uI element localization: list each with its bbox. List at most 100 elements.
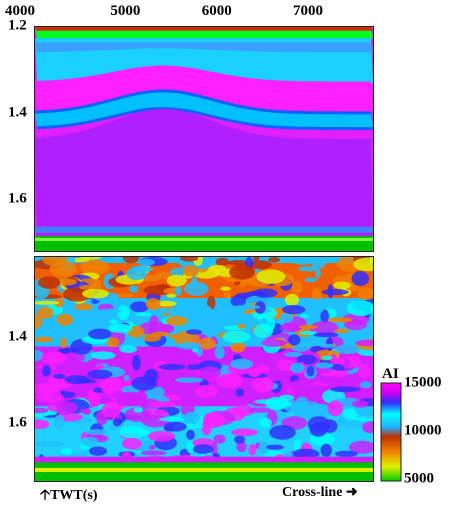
bottom-speckle [266, 444, 284, 450]
bottom-speckle [88, 446, 108, 456]
bottom-speckle [229, 358, 254, 370]
bottom-speckle [300, 402, 308, 414]
bottom-speckle [330, 386, 361, 393]
bottom-speckle [60, 348, 71, 354]
colorbar-title: AI [382, 366, 399, 382]
bottom-speckle [258, 417, 272, 428]
bottom-speckle [35, 326, 48, 336]
bottom-speckle [85, 429, 109, 435]
top-layer-band [35, 30, 373, 39]
bottom-speckle [137, 258, 155, 267]
bottom-speckle [90, 351, 116, 360]
bottom-speckle [230, 342, 246, 353]
bottom-speckle [129, 285, 139, 293]
bottom-speckle [164, 421, 187, 432]
bottom-speckle [174, 286, 182, 296]
bottom-speckle [158, 416, 184, 422]
bottom-speckle [215, 257, 230, 266]
bottom-speckle [329, 354, 338, 364]
x-tick-label: 5000 [110, 3, 141, 19]
bottom-speckle [102, 257, 124, 262]
bottom-speckle [35, 382, 59, 395]
y-tick-label: 1.6 [8, 414, 27, 431]
bottom-speckle [80, 320, 90, 329]
bottom-speckle [131, 376, 158, 391]
bottom-speckle [37, 276, 61, 289]
bottom-speckle [355, 339, 373, 347]
x-tick-label: 7000 [293, 3, 324, 19]
bottom-speckle [101, 379, 115, 395]
top-heatmap [35, 27, 373, 251]
bottom-speckle [198, 366, 221, 379]
bottom-speckle [202, 412, 225, 428]
bottom-speckle [35, 440, 64, 447]
bottom-speckle [321, 355, 333, 360]
top-layer-band [35, 226, 373, 233]
bottom-speckle [213, 392, 235, 402]
bottom-speckle [293, 439, 302, 453]
bottom-speckle [101, 402, 122, 418]
bottom-speckle [268, 257, 280, 263]
x-tick-label: 6000 [201, 3, 232, 19]
bottom-speckle [132, 354, 141, 371]
bottom-speckle [180, 257, 199, 262]
bottom-speckle [122, 257, 140, 264]
bottom-speckle [63, 352, 85, 363]
bottom-speckle [290, 379, 316, 394]
bottom-speckle [158, 364, 186, 370]
bottom-speckle [114, 293, 135, 298]
bottom-speckle [55, 401, 78, 415]
bottom-speckle [230, 295, 246, 307]
bottom-speckle [258, 441, 269, 455]
bottom-speckle [223, 291, 231, 299]
bottom-speckle [294, 401, 323, 417]
bottom-speckle [292, 280, 303, 295]
bottom-speckle [82, 288, 109, 299]
bottom-speckle [333, 281, 351, 290]
bottom-speckle [288, 334, 301, 346]
bottom-speckle [151, 331, 170, 337]
bottom-speckle [247, 407, 271, 413]
bottom-speckle [106, 337, 120, 348]
top-layer-band [35, 42, 373, 53]
bottom-speckle [304, 277, 318, 283]
colorbar [380, 382, 402, 482]
bottom-speckle [307, 416, 330, 432]
arrow-right-icon: ➜ [345, 485, 358, 500]
bottom-speckle [312, 304, 325, 313]
bottom-speckle [256, 269, 286, 284]
bottom-speckle [44, 411, 58, 416]
bottom-speckle [279, 312, 294, 323]
bottom-speckle [290, 257, 316, 265]
bottom-speckle [42, 257, 68, 267]
bottom-speckle [147, 431, 176, 442]
bottom-speckle [156, 300, 177, 307]
bottom-speckle [60, 448, 73, 455]
bottom-speckle [64, 375, 90, 384]
bottom-speckle [344, 319, 367, 331]
bottom-speckle [299, 330, 317, 335]
top-layer-band [35, 109, 373, 237]
bottom-speckle [237, 323, 245, 330]
bottom-speckle [168, 334, 179, 339]
bottom-speckle [107, 425, 118, 430]
bottom-speckle [234, 435, 246, 444]
bottom-speckle [346, 300, 373, 316]
bottom-speckle [119, 426, 146, 439]
bottom-speckle [35, 314, 43, 329]
bottom-speckle [270, 374, 279, 382]
bottom-speckle [319, 343, 336, 348]
bottom-layer-band [35, 467, 373, 472]
bottom-speckle [174, 377, 204, 383]
bottom-speckle [248, 444, 257, 456]
bottom-speckle [160, 324, 175, 334]
bottom-speckle [145, 298, 161, 310]
x-axis-label: Cross-line [282, 485, 343, 500]
bottom-speckle [166, 293, 177, 298]
bottom-speckle [292, 448, 320, 460]
colorbar-tick-label: 15000 [404, 374, 442, 391]
bottom-speckle [36, 306, 54, 319]
top-layer-band [35, 92, 373, 128]
y-axis-label: TWT(s) [50, 488, 98, 503]
bottom-speckle [130, 301, 149, 313]
